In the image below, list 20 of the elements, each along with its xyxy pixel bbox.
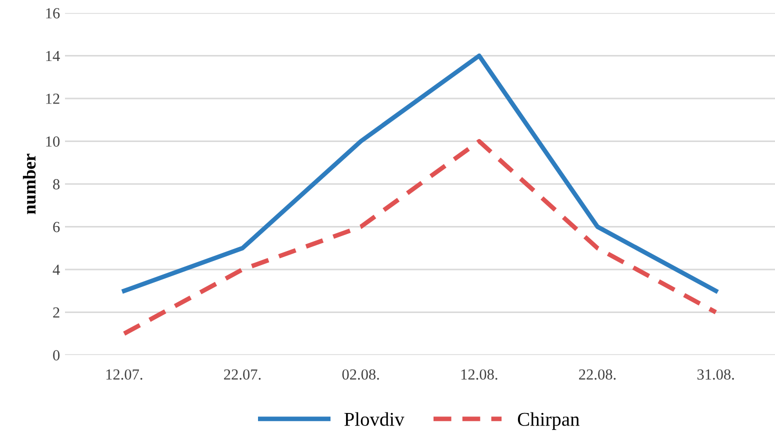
y-axis-title: number [22, 154, 36, 214]
y-tick-label: 6 [53, 222, 60, 232]
legend-label: Plovdiv [344, 412, 404, 426]
y-tick-label: 12 [46, 94, 60, 104]
y-tick-label: 0 [53, 350, 60, 360]
y-tick-label: 4 [52, 264, 60, 275]
y-tick-label: 2 [53, 307, 60, 318]
y-tick-label: 14 [46, 50, 60, 62]
x-tick-label: 31.08. [697, 369, 734, 380]
y-tick-label: 8 [53, 179, 60, 190]
x-tick-label: 02.08. [342, 369, 379, 380]
legend-label: Chirpan [518, 412, 580, 430]
x-tick-label: 12.08. [461, 369, 498, 380]
x-tick-label: 12.07. [106, 369, 142, 380]
y-tick-label: 10 [46, 136, 60, 147]
y-tick-label: 16 [46, 8, 60, 18]
x-tick-label: 22.07. [224, 369, 261, 380]
line-series [122, 54, 718, 294]
x-tick-label: 22.08. [579, 369, 616, 380]
line-series [122, 139, 718, 336]
